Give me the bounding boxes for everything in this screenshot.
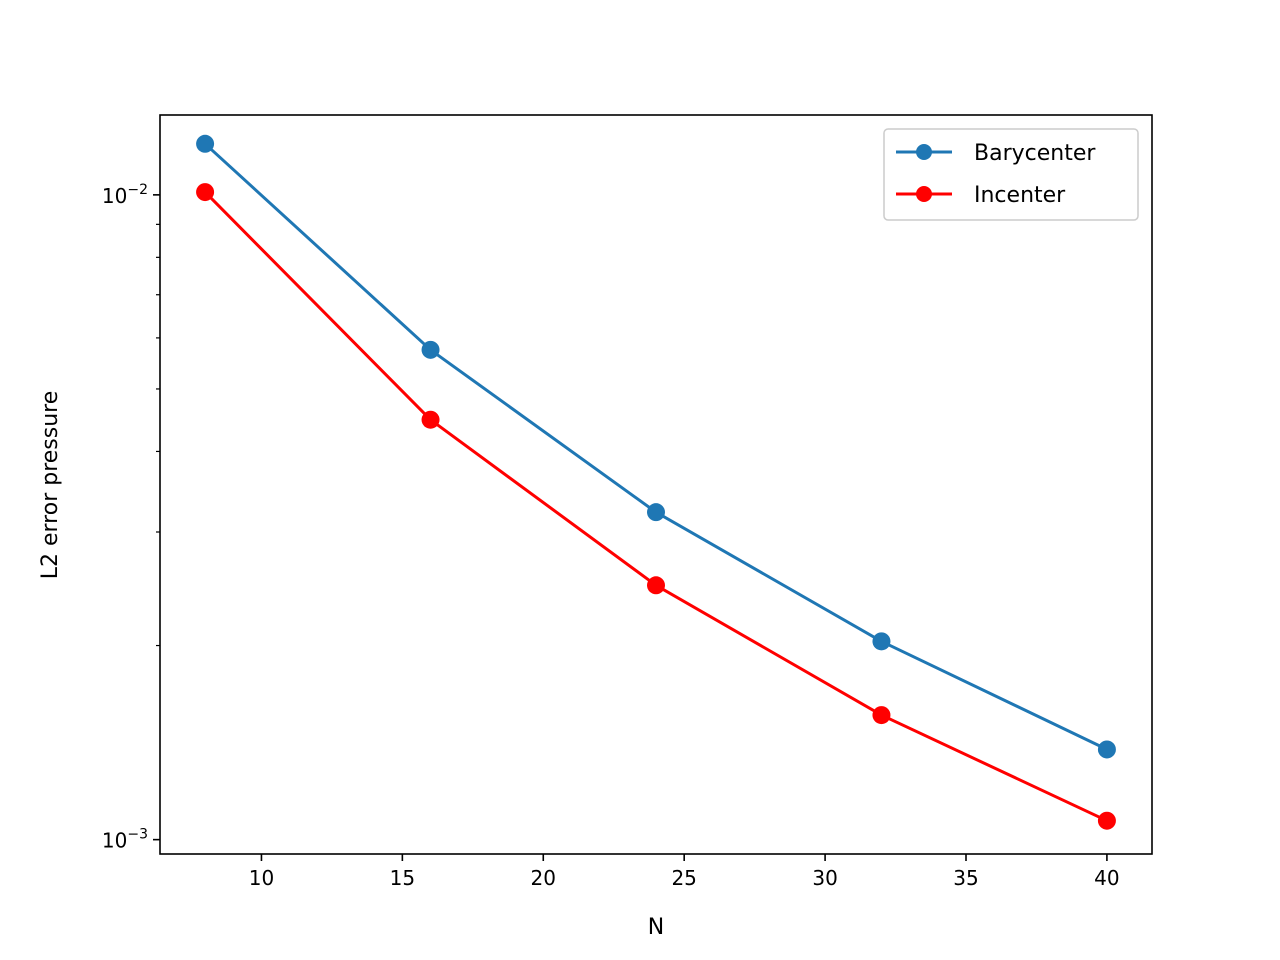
x-tick-label: 10 bbox=[249, 866, 274, 890]
data-point-barycenter bbox=[1097, 740, 1116, 759]
x-tick-label: 40 bbox=[1094, 866, 1119, 890]
legend-marker-barycenter bbox=[916, 144, 932, 160]
legend-label-barycenter: Barycenter bbox=[974, 141, 1096, 166]
plot-frame bbox=[159, 114, 1153, 855]
y-tick-label: 10−2 bbox=[102, 182, 148, 208]
x-tick-label: 20 bbox=[531, 866, 556, 890]
y-axis-label: L2 error pressure bbox=[38, 391, 63, 580]
legend-marker-incenter bbox=[916, 186, 932, 202]
data-point-incenter bbox=[1097, 811, 1116, 830]
y-axis-ticks: 10−3 10−2 bbox=[102, 182, 160, 853]
data-point-barycenter bbox=[196, 134, 215, 153]
plot-area bbox=[160, 115, 1152, 854]
x-axis-ticks: 10 15 20 25 30 35 40 bbox=[249, 854, 1120, 890]
x-tick-label: 35 bbox=[953, 866, 978, 890]
y-tick-label: 10−3 bbox=[102, 827, 148, 853]
data-point-incenter bbox=[647, 576, 665, 595]
data-point-barycenter bbox=[421, 340, 440, 359]
x-tick-label: 30 bbox=[812, 866, 837, 890]
data-point-incenter bbox=[872, 706, 891, 725]
series-layer bbox=[196, 134, 1116, 830]
data-point-incenter bbox=[421, 410, 440, 429]
x-axis-label: N bbox=[648, 915, 664, 940]
x-tick-label: 15 bbox=[390, 866, 415, 890]
data-point-barycenter bbox=[872, 632, 891, 651]
data-point-incenter bbox=[196, 183, 215, 202]
data-point-barycenter bbox=[647, 503, 665, 522]
x-tick-label: 25 bbox=[671, 866, 696, 890]
legend-label-incenter: Incenter bbox=[974, 183, 1066, 208]
legend: Barycenter Incenter bbox=[883, 128, 1139, 221]
